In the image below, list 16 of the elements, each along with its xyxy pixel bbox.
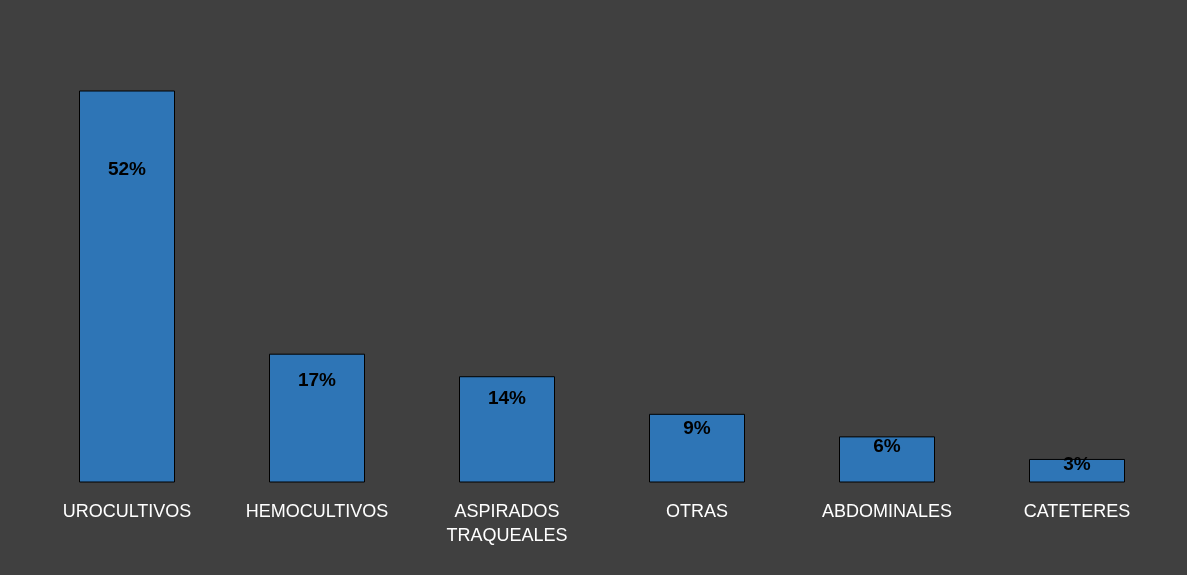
x-tick-label: ABDOMINALES	[821, 500, 953, 521]
bar	[269, 353, 365, 483]
data-label: 52%	[107, 158, 147, 180]
x-tick-label: CATETERES	[1023, 500, 1131, 521]
bar	[649, 413, 745, 483]
data-label: 9%	[683, 416, 711, 438]
bar	[459, 376, 555, 483]
data-label: 14%	[487, 386, 527, 408]
x-tick-label: OTRAS	[665, 500, 729, 521]
x-tick-label: HEMOCULTIVOS	[245, 500, 389, 521]
data-label: 6%	[873, 434, 901, 456]
bar	[79, 90, 175, 483]
data-label: 17%	[297, 368, 337, 390]
bar	[839, 436, 935, 483]
x-tick-label: ASPIRADOS TRAQUEALES	[446, 500, 568, 545]
x-tick-label: UROCULTIVOS	[62, 500, 192, 521]
